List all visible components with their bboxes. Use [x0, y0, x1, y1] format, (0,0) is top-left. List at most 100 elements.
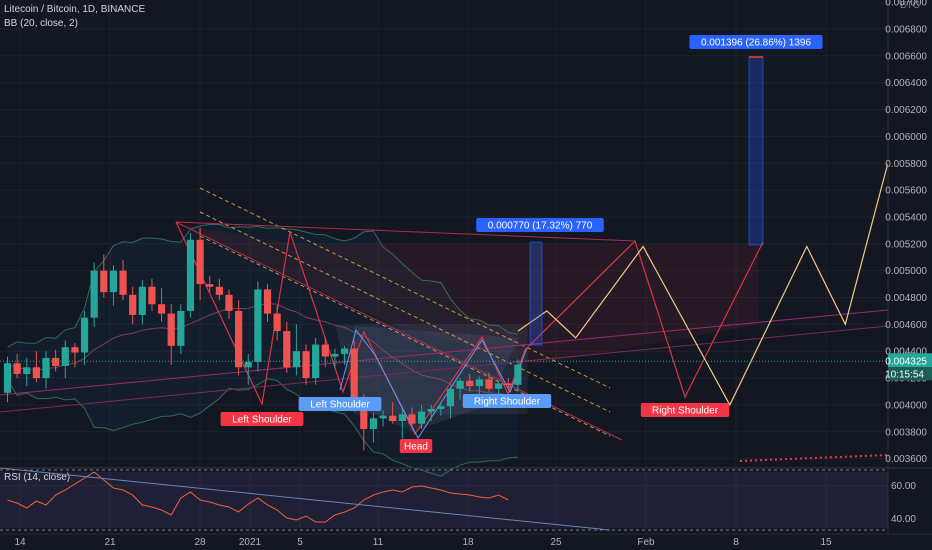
price-tick: 0.005800 — [885, 159, 927, 170]
candle-body[interactable] — [206, 284, 214, 287]
candle-body[interactable] — [292, 351, 300, 368]
candle-body[interactable] — [369, 418, 378, 430]
candle-body[interactable] — [446, 388, 455, 407]
left-shoulder-label-box — [220, 412, 304, 426]
candle-body[interactable] — [177, 310, 185, 346]
candle-body[interactable] — [235, 310, 243, 368]
time-tick: 14 — [14, 537, 26, 548]
candle-body[interactable] — [32, 367, 40, 379]
candle-body[interactable] — [148, 286, 156, 305]
symbol-title: Litecoin / Bitcoin, 1D, BINANCE — [4, 4, 146, 15]
trend-line — [0, 309, 889, 396]
candle-body[interactable] — [167, 313, 175, 346]
candle-body[interactable] — [495, 383, 503, 389]
candle-body[interactable] — [427, 408, 435, 412]
candle-body[interactable] — [398, 414, 406, 422]
candle-body[interactable] — [283, 331, 291, 368]
time-tick: 5 — [297, 537, 303, 548]
left-shoulder-label-2-box — [298, 397, 382, 411]
candle-body[interactable] — [504, 383, 512, 385]
candle-body[interactable] — [3, 363, 12, 393]
neckline — [175, 221, 636, 242]
candle-body[interactable] — [186, 239, 195, 311]
price-tick: 0.006600 — [885, 51, 927, 62]
price-tick: 0.004000 — [885, 400, 927, 411]
right-shoulder-label-2: Right Shoulder — [652, 406, 719, 417]
candle-body[interactable] — [254, 289, 262, 362]
candle-body[interactable] — [514, 364, 522, 385]
bollinger-basis — [7, 302, 518, 397]
channel-line — [199, 211, 611, 413]
price-tick: 0.005400 — [885, 212, 927, 223]
candle-body[interactable] — [42, 357, 50, 379]
head-label-box — [399, 439, 433, 453]
candle-body[interactable] — [100, 270, 108, 293]
candle-body[interactable] — [90, 270, 98, 318]
price-tick: 0.005600 — [885, 186, 927, 197]
time-tick: 21 — [104, 537, 116, 548]
bollinger-lower — [7, 378, 518, 477]
candle-body[interactable] — [466, 380, 474, 387]
trend-line — [0, 325, 889, 413]
candle-body[interactable] — [71, 347, 79, 353]
candle-body[interactable] — [389, 415, 397, 422]
candle-body[interactable] — [23, 367, 31, 375]
candle-body[interactable] — [13, 363, 21, 375]
candle-body[interactable] — [475, 379, 483, 387]
left-shoulder-label-2: Left Shoulder — [310, 400, 370, 411]
candle-body[interactable] — [196, 239, 204, 285]
axis-bg — [888, 0, 932, 550]
candle-body[interactable] — [157, 304, 166, 314]
candle-body[interactable] — [263, 289, 272, 314]
candle-body[interactable] — [456, 380, 464, 389]
rsi-label: RSI (14, close) — [4, 472, 70, 483]
price-tick: 0.004400 — [885, 347, 927, 358]
candle-body[interactable] — [417, 411, 426, 424]
measure-small-label: 0.000770 (17.32%) 770 — [488, 221, 593, 232]
time-axis-bg — [0, 534, 932, 550]
current-price: 0.004325 — [885, 356, 927, 367]
candle-body[interactable] — [138, 286, 146, 315]
candle-body[interactable] — [129, 294, 137, 315]
candle-body[interactable] — [61, 347, 69, 366]
currency-label: BTC — [900, 0, 920, 11]
countdown: 10:15:54 — [885, 369, 924, 380]
candle-body[interactable] — [340, 348, 349, 354]
candle-body[interactable] — [437, 406, 445, 409]
candle-body[interactable] — [80, 317, 89, 353]
candle-body[interactable] — [360, 404, 368, 430]
right-shoulder-label: Right Shoulder — [474, 397, 541, 408]
candle-body[interactable] — [302, 351, 310, 379]
time-axis: 14 21 28 2021 5 11 18 25 Feb 8 15 — [0, 533, 932, 550]
head-label: Head — [404, 442, 428, 453]
candle-body[interactable] — [273, 313, 281, 332]
candle-body[interactable] — [225, 294, 233, 311]
bollinger-band-fill — [7, 224, 518, 477]
right-shoulder-label-2-box — [640, 403, 730, 417]
price-tick: 0.005200 — [885, 239, 927, 250]
candle-body[interactable] — [119, 270, 127, 295]
candle-body[interactable] — [215, 286, 223, 295]
candle-body[interactable] — [485, 379, 493, 389]
candle-body[interactable] — [244, 361, 252, 368]
rsi-tick: 60.00 — [891, 481, 916, 492]
candle-body[interactable] — [109, 270, 118, 293]
pattern-path — [339, 328, 528, 439]
candle-body[interactable] — [331, 353, 339, 357]
time-tick: 18 — [462, 537, 474, 548]
price-tick: 0.003800 — [885, 427, 927, 438]
candle-body[interactable] — [52, 357, 60, 366]
price-tick: 0.004800 — [885, 293, 927, 304]
measure-bar-small[interactable] — [529, 241, 543, 346]
price-tick: 0.004600 — [885, 320, 927, 331]
candle-body[interactable] — [350, 348, 358, 405]
time-tick: Feb — [637, 537, 655, 548]
measure-bar-large[interactable] — [748, 56, 764, 246]
candle-body[interactable] — [379, 415, 387, 419]
red-zone — [176, 223, 759, 365]
candle-body[interactable] — [408, 414, 416, 424]
measure-small-label-box — [476, 218, 604, 232]
candle-body[interactable] — [321, 344, 329, 357]
